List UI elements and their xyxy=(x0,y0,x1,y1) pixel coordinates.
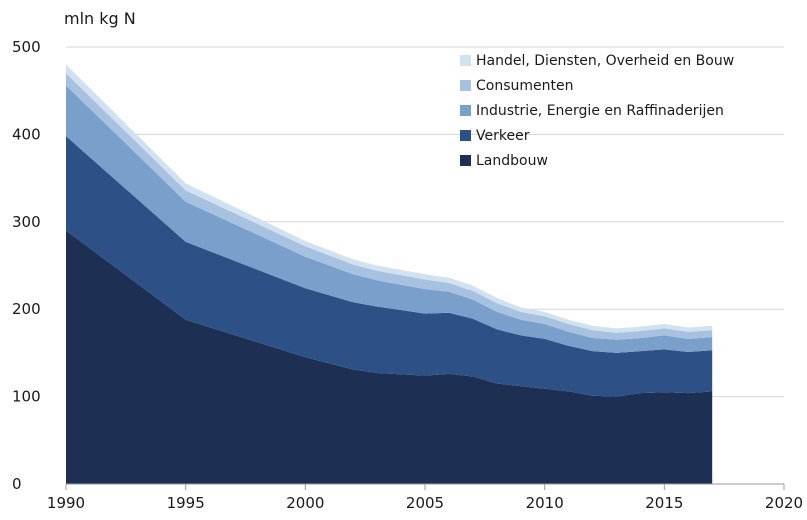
x-tick-label: 1995 xyxy=(167,494,205,512)
y-tick-label: 0 xyxy=(12,475,22,493)
legend: Handel, Diensten, Overheid en Bouw Consum… xyxy=(460,53,734,169)
x-tick-label: 2020 xyxy=(765,494,803,512)
legend-label: Industrie, Energie en Raffinaderijen xyxy=(476,103,724,119)
legend-swatch xyxy=(460,130,471,141)
y-tick-label: 500 xyxy=(12,38,41,56)
y-tick-label: 400 xyxy=(12,125,41,143)
legend-item: Verkeer xyxy=(460,128,530,144)
legend-swatch xyxy=(460,55,471,66)
x-tick-label: 1990 xyxy=(47,494,85,512)
area-series-0 xyxy=(66,230,713,484)
y-tick-label: 100 xyxy=(12,388,41,406)
legend-label: Landbouw xyxy=(476,153,548,169)
axes: 0 100 200 300 400 500 1990 1995 2000 2005 2010 2015… xyxy=(12,38,803,512)
legend-label: Verkeer xyxy=(476,128,530,144)
y-axis-unit-label: mln kg N xyxy=(64,9,136,28)
area-series-1 xyxy=(66,136,713,397)
legend-swatch xyxy=(460,105,471,116)
legend-item: Landbouw xyxy=(460,153,548,169)
area-series-2 xyxy=(66,85,713,353)
y-tick-label: 300 xyxy=(12,213,41,231)
legend-item: Consumenten xyxy=(460,78,573,94)
x-tick-label: 2000 xyxy=(286,494,324,512)
legend-item: Industrie, Energie en Raffinaderijen xyxy=(460,103,724,119)
legend-label: Consumenten xyxy=(476,78,573,94)
legend-item: Handel, Diensten, Overheid en Bouw xyxy=(460,53,734,69)
legend-swatch xyxy=(460,155,471,166)
x-tick-label: 2015 xyxy=(645,494,683,512)
legend-swatch xyxy=(460,80,471,91)
legend-label: Handel, Diensten, Overheid en Bouw xyxy=(476,53,734,69)
x-tick-label: 2010 xyxy=(526,494,564,512)
x-tick-label: 2005 xyxy=(406,494,444,512)
y-tick-label: 200 xyxy=(12,300,41,318)
data-areas xyxy=(66,64,713,484)
